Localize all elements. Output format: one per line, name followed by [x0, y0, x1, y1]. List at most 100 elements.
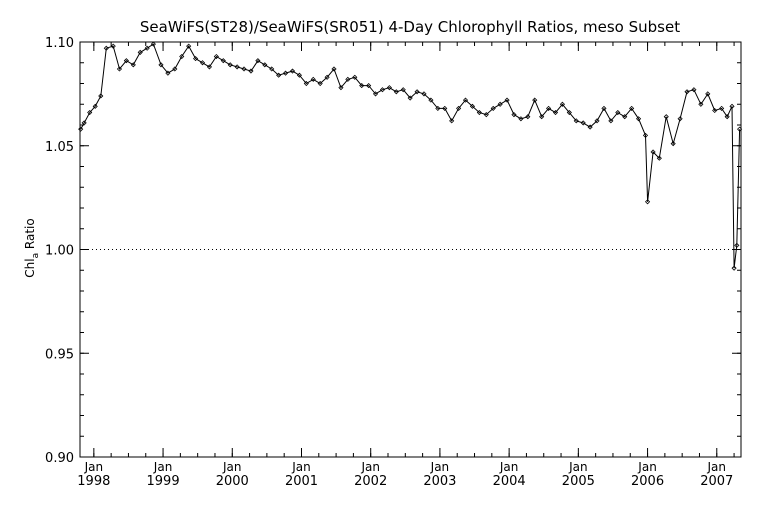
- data-point: [601, 105, 607, 111]
- data-point: [130, 62, 136, 68]
- data-point: [525, 114, 531, 120]
- data-point: [310, 76, 316, 82]
- x-tick-year-label: 2004: [493, 474, 526, 489]
- data-point: [81, 120, 87, 126]
- data-point: [705, 91, 711, 97]
- data-point: [442, 105, 448, 111]
- data-point: [87, 109, 93, 116]
- x-tick-year-label: 2000: [216, 474, 249, 489]
- x-tick-month-label: Jan: [430, 460, 450, 474]
- data-point: [186, 43, 192, 49]
- data-point: [227, 62, 233, 68]
- plot-frame: [79, 41, 742, 458]
- data-point: [150, 41, 156, 47]
- plot-area: 0.900.951.001.051.10Jan1998Jan1999Jan200…: [45, 36, 743, 489]
- data-point: [213, 53, 219, 60]
- data-point: [283, 70, 289, 76]
- data-point: [172, 66, 178, 72]
- x-tick-month-label: Jan: [499, 460, 519, 474]
- data-point: [729, 103, 735, 109]
- data-point: [476, 109, 482, 116]
- data-point: [656, 155, 662, 161]
- y-tick-label: 0.95: [45, 347, 74, 362]
- data-point: [116, 66, 123, 72]
- x-tick-month-label: Jan: [360, 460, 380, 474]
- data-point: [407, 95, 413, 101]
- data-point: [241, 66, 247, 72]
- data-point: [193, 56, 199, 62]
- x-tick-month-label: Jan: [222, 460, 242, 474]
- x-tick-year-label: 2002: [354, 474, 387, 489]
- x-tick-year-label: 2001: [285, 474, 318, 489]
- x-tick-year-label: 2006: [631, 474, 664, 489]
- data-point: [490, 105, 496, 111]
- data-point: [483, 112, 489, 118]
- data-point: [262, 62, 268, 68]
- data-point: [220, 58, 226, 64]
- data-point: [615, 109, 621, 116]
- data-point: [650, 149, 656, 155]
- data-point: [352, 74, 358, 80]
- data-point: [642, 132, 649, 138]
- data-point: [137, 49, 143, 55]
- y-tick-label: 1.00: [45, 244, 74, 259]
- data-point: [393, 89, 399, 95]
- data-point: [518, 116, 524, 122]
- chart-title: SeaWiFS(ST28)/SeaWiFS(SR051) 4-Day Chlor…: [140, 18, 680, 36]
- data-point: [469, 103, 476, 109]
- data-point: [737, 126, 743, 132]
- data-point: [386, 85, 392, 91]
- data-point: [573, 118, 579, 124]
- data-point: [421, 91, 427, 97]
- data-point: [587, 124, 593, 130]
- data-point: [92, 103, 98, 109]
- data-point: [359, 83, 365, 89]
- data-point: [255, 58, 261, 64]
- y-tick-label: 0.90: [45, 451, 74, 466]
- data-point: [144, 45, 150, 51]
- data-point: [276, 72, 282, 78]
- data-point: [435, 105, 441, 111]
- data-point: [179, 53, 185, 60]
- data-point: [206, 64, 212, 70]
- data-point: [324, 74, 330, 80]
- data-point: [331, 66, 337, 72]
- x-tick-year-label: 2003: [423, 474, 456, 489]
- data-point: [303, 80, 309, 87]
- data-point: [629, 105, 635, 111]
- y-axis-label-main: Chl: [23, 258, 37, 277]
- data-point: [110, 43, 116, 49]
- data-point: [622, 114, 628, 120]
- data-point: [504, 97, 510, 103]
- data-point: [400, 87, 406, 93]
- y-axis-label-subscript: a: [31, 253, 41, 259]
- data-point: [712, 107, 718, 114]
- data-point: [698, 101, 704, 107]
- data-point: [644, 199, 651, 205]
- x-tick-month-label: Jan: [153, 460, 173, 474]
- data-point: [98, 93, 104, 99]
- data-point: [663, 114, 669, 120]
- x-tick-year-label: 1998: [77, 474, 110, 489]
- x-tick-year-label: 2005: [562, 474, 595, 489]
- y-tick-label: 1.05: [45, 140, 74, 155]
- y-axis-label: Chla Ratio: [23, 218, 41, 277]
- data-point: [345, 76, 351, 82]
- data-point: [497, 101, 503, 107]
- x-tick-month-label: Jan: [291, 460, 311, 474]
- data-point: [317, 80, 323, 87]
- data-point: [78, 126, 84, 132]
- data-point: [559, 101, 565, 107]
- data-point: [379, 87, 386, 93]
- x-tick-year-label: 1999: [147, 474, 180, 489]
- y-axis-label-rest: Ratio: [23, 218, 37, 253]
- x-tick-month-label: Jan: [568, 460, 588, 474]
- data-point: [580, 120, 586, 126]
- data-point: [199, 60, 206, 66]
- data-point: [269, 66, 275, 72]
- data-point: [532, 97, 538, 103]
- data-point: [103, 45, 109, 51]
- x-tick-month-label: Jan: [707, 460, 727, 474]
- x-tick-year-label: 2007: [700, 474, 733, 489]
